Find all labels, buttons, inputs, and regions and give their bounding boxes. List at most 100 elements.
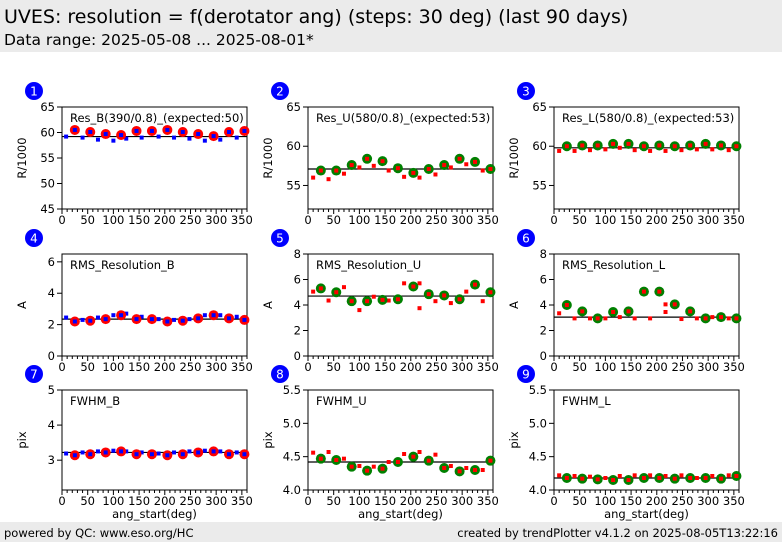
x-tick-label: 250 — [671, 213, 693, 227]
data-point-small — [371, 294, 376, 299]
y-tick-label: 55 — [40, 151, 55, 165]
y-tick-label: 5.5 — [283, 383, 301, 397]
data-point-large-center — [318, 168, 323, 173]
page-title: UVES: resolution = f(derotator ang) (ste… — [4, 6, 629, 28]
data-point-large-center — [473, 282, 478, 287]
data-point-small — [617, 474, 622, 478]
x-tick-label: 200 — [646, 213, 668, 227]
x-tick-label: 200 — [646, 360, 668, 374]
data-point-large-center — [626, 309, 631, 314]
data-point-large-center — [564, 144, 569, 149]
data-point-small — [617, 315, 622, 320]
data-point-small — [402, 452, 407, 456]
data-point-small — [433, 452, 438, 457]
data-point-small — [111, 313, 116, 318]
data-point-large-center — [426, 166, 431, 171]
data-point-small — [111, 448, 116, 453]
x-tick-label: 250 — [671, 360, 693, 374]
x-axis-label: ang_start(deg) — [112, 507, 197, 521]
y-axis-label: pix — [507, 431, 521, 448]
x-tick-label: 150 — [374, 494, 396, 508]
data-point-small — [663, 302, 668, 307]
x-tick-label: 0 — [58, 494, 65, 508]
data-point-large-center — [411, 284, 416, 289]
data-point-small — [218, 137, 223, 142]
data-point-large-center — [365, 299, 370, 304]
data-point-large-center — [380, 297, 385, 302]
data-point-large-center — [149, 128, 154, 133]
x-tick-label: 100 — [348, 494, 370, 508]
data-point-small — [464, 466, 469, 470]
data-point-small — [480, 468, 485, 472]
chart-panel-9: 9 0 50 100 150 200 250 300 350 4.0 4.5 5.0 5.5 pix ang… — [507, 365, 745, 521]
data-point-large-center — [688, 309, 693, 314]
data-point-large-center — [149, 452, 154, 457]
data-point-small — [95, 449, 100, 454]
panel-number-badge — [271, 82, 289, 100]
data-point-small — [386, 298, 391, 303]
data-point-large-center — [134, 128, 139, 133]
x-tick-label: 100 — [102, 213, 124, 227]
data-point-large-center — [657, 476, 662, 480]
x-tick-label: 50 — [572, 494, 587, 508]
data-point-small — [572, 148, 577, 153]
x-tick-label: 100 — [594, 213, 616, 227]
y-tick-label: 60 — [40, 126, 55, 140]
data-point-large-center — [395, 297, 400, 302]
y-tick-label: 0 — [294, 349, 301, 363]
data-point-small — [603, 147, 608, 152]
x-tick-label: 300 — [451, 360, 473, 374]
y-tick-label: 6 — [48, 255, 55, 269]
data-point-small — [402, 174, 407, 179]
data-point-large-center — [641, 289, 646, 294]
data-point-small — [663, 474, 668, 478]
data-point-small — [710, 315, 715, 320]
data-point-small — [326, 298, 331, 303]
data-point-large-center — [457, 297, 462, 302]
data-point-large-center — [719, 143, 724, 148]
x-tick-label: 250 — [425, 213, 447, 227]
data-point-large-center — [734, 144, 739, 149]
x-tick-label: 50 — [572, 360, 587, 374]
data-point-small — [448, 165, 453, 170]
data-point-small — [617, 145, 622, 150]
data-point-small — [156, 451, 161, 456]
data-point-large-center — [595, 143, 600, 148]
data-point-small — [433, 299, 438, 304]
x-tick-label: 350 — [231, 494, 253, 508]
x-tick-label: 350 — [723, 213, 745, 227]
x-tick-label: 200 — [400, 494, 422, 508]
data-point-small — [587, 474, 592, 479]
x-tick-label: 300 — [697, 360, 719, 374]
x-tick-label: 150 — [128, 213, 150, 227]
x-tick-label: 300 — [451, 494, 473, 508]
x-tick-label: 350 — [477, 360, 499, 374]
data-point-small — [156, 317, 161, 322]
y-tick-label: 2 — [540, 324, 547, 338]
data-point-small — [587, 316, 592, 321]
data-point-large-center — [442, 466, 447, 470]
data-point-large-center — [227, 452, 232, 457]
x-tick-label: 200 — [154, 494, 176, 508]
data-point-small — [448, 464, 453, 468]
data-point-large-center — [103, 450, 108, 455]
data-point-large-center — [611, 141, 616, 146]
panel-number: 4 — [30, 232, 38, 246]
data-point-small — [694, 316, 699, 321]
data-point-small — [172, 450, 177, 455]
data-point-large-center — [72, 319, 77, 324]
data-point-small — [311, 289, 316, 294]
data-point-small — [357, 308, 362, 313]
data-point-small — [311, 175, 316, 180]
data-point-small — [464, 289, 469, 294]
y-tick-label: 4.0 — [283, 483, 301, 497]
data-point-small — [234, 314, 239, 319]
y-tick-label: 5.0 — [283, 416, 301, 430]
data-point-large-center — [149, 317, 154, 322]
data-point-large-center — [734, 474, 739, 478]
data-point-large-center — [595, 316, 600, 321]
x-tick-label: 200 — [400, 360, 422, 374]
y-tick-label: 4 — [48, 286, 55, 300]
data-point-large-center — [72, 453, 77, 458]
